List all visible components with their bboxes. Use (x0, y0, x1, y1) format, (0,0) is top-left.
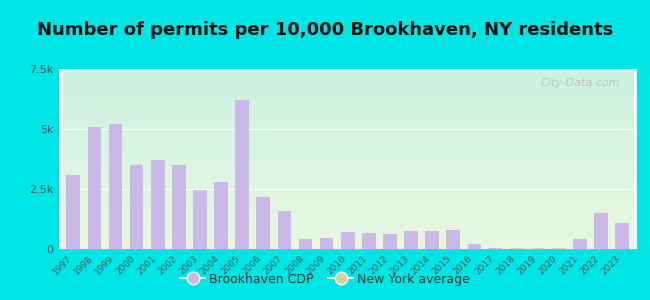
Bar (447, 230, 460, 249)
Bar (130, 165, 144, 249)
Bar (489, 248, 502, 249)
Bar (278, 211, 291, 249)
Bar (383, 234, 397, 249)
Bar (425, 231, 439, 249)
Bar (193, 190, 207, 249)
Bar (298, 239, 313, 249)
Text: City-Data.com: City-Data.com (540, 78, 619, 88)
Bar (616, 223, 629, 249)
Bar (362, 248, 376, 249)
Bar (573, 248, 587, 249)
Bar (362, 233, 376, 249)
Bar (66, 248, 80, 249)
Legend: Brookhaven CDP, New York average: Brookhaven CDP, New York average (175, 268, 475, 291)
Bar (298, 248, 313, 249)
Text: Number of permits per 10,000 Brookhaven, NY residents: Number of permits per 10,000 Brookhaven,… (37, 21, 613, 39)
Bar (151, 160, 164, 249)
Bar (257, 248, 270, 249)
Bar (594, 248, 608, 249)
Bar (320, 248, 333, 249)
Bar (425, 248, 439, 249)
Bar (109, 248, 122, 249)
Bar (235, 100, 249, 249)
Bar (467, 248, 481, 249)
Bar (404, 248, 418, 249)
Bar (151, 248, 164, 249)
Bar (489, 248, 502, 249)
Bar (510, 248, 523, 249)
Bar (88, 248, 101, 249)
Bar (467, 244, 481, 249)
Bar (214, 248, 228, 249)
Bar (404, 231, 418, 249)
Bar (66, 175, 80, 249)
Bar (278, 248, 291, 249)
Bar (320, 238, 333, 249)
Bar (447, 248, 460, 249)
Bar (531, 248, 545, 249)
Bar (257, 197, 270, 249)
Bar (616, 248, 629, 249)
Bar (341, 232, 355, 249)
Bar (594, 213, 608, 249)
Bar (214, 182, 228, 249)
Bar (235, 248, 249, 249)
Bar (383, 248, 397, 249)
Bar (130, 248, 144, 249)
Bar (172, 165, 186, 249)
Bar (341, 248, 355, 249)
Bar (109, 124, 122, 249)
Bar (88, 127, 101, 249)
Bar (193, 248, 207, 249)
Bar (552, 248, 566, 249)
Bar (172, 248, 186, 249)
Bar (573, 239, 587, 249)
